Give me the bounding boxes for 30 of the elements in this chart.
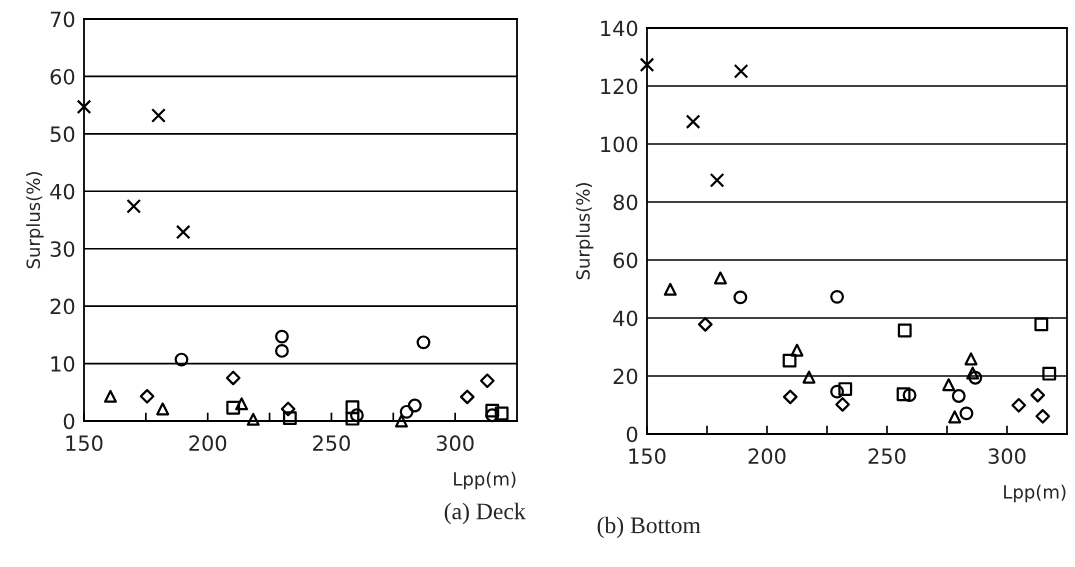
x-tick-label: 300 xyxy=(988,448,1026,465)
y-tick-label: 140 xyxy=(601,20,638,37)
x-tick-label: 200 xyxy=(748,448,786,465)
x-tick-label: 150 xyxy=(66,435,103,452)
x-axis-title: Lpp(m) xyxy=(1004,484,1066,503)
x-tick-label: 150 xyxy=(629,448,666,465)
y-tick-label: 10 xyxy=(51,356,75,372)
y-axis-title: Surplus(%) xyxy=(575,183,594,280)
x-tick-label: 250 xyxy=(868,448,906,465)
y-tick-label: 120 xyxy=(601,78,638,95)
y-tick-label: 30 xyxy=(50,241,75,257)
y-tick-label: 0 xyxy=(63,413,75,430)
y-tick-label: 100 xyxy=(601,136,638,153)
text: (a) Deck xyxy=(444,502,526,525)
y-tick-label: 20 xyxy=(613,368,638,385)
x-tick-label: 250 xyxy=(313,435,350,452)
x-axis-title: Lpp(m) xyxy=(454,471,516,490)
y-tick-label: 0 xyxy=(626,426,638,443)
y-axis-title: Surplus(%) xyxy=(26,172,44,269)
y-tick-label: 80 xyxy=(613,194,638,211)
y-tick-label: 50 xyxy=(50,126,75,143)
y-tick-label: 40 xyxy=(613,310,638,327)
y-tick-label: 60 xyxy=(50,68,75,85)
y-tick-label: 60 xyxy=(613,252,638,269)
y-tick-label: 70 xyxy=(50,11,75,28)
y-tick-label: 20 xyxy=(50,298,75,315)
x-tick-label: 200 xyxy=(189,435,227,452)
y-tick-label: 40 xyxy=(50,183,75,200)
text: (b) Bottom xyxy=(597,516,701,539)
x-tick-label: 300 xyxy=(436,435,474,452)
